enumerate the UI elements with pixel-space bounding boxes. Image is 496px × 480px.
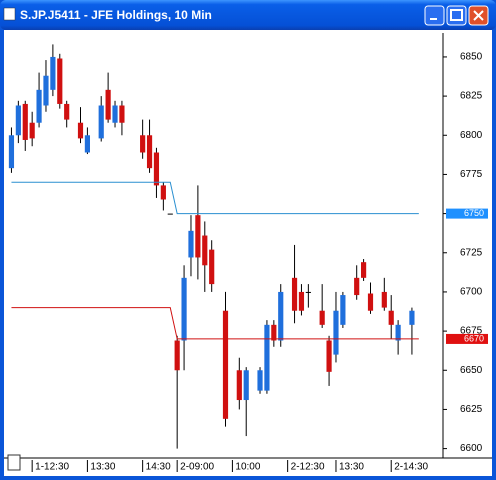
indicator-line <box>11 181 419 215</box>
candle-body <box>326 340 332 372</box>
price-tag-label: 6670 <box>464 333 484 343</box>
candle-body <box>8 135 15 169</box>
candle-body <box>278 291 284 341</box>
corner-box[interactable] <box>7 454 21 471</box>
candle-body <box>195 215 201 258</box>
y-tick-label: 6775 <box>460 169 483 180</box>
candle-body <box>112 105 118 123</box>
candle-body <box>160 185 166 200</box>
indicator-line <box>11 307 419 340</box>
y-tick-label: 6675 <box>460 326 483 337</box>
candle-body <box>388 310 394 325</box>
candle-body <box>84 135 90 153</box>
window-title: S.JP.J5411 - JFE Holdings, 10 Min <box>20 8 212 22</box>
candle-body <box>146 135 153 169</box>
candle-body <box>209 249 215 285</box>
candle-body <box>29 122 35 139</box>
price-tag <box>446 208 488 219</box>
candle-body <box>15 105 21 136</box>
candle-body <box>36 89 42 123</box>
candle-body <box>202 235 208 266</box>
y-tick-label: 6700 <box>460 287 483 298</box>
x-tick-label: 2-14:30 <box>394 462 428 473</box>
candle-body <box>236 370 242 401</box>
x-tick-label: 13:30 <box>90 462 115 473</box>
candle-body <box>153 152 160 186</box>
candle-body <box>167 213 173 215</box>
candle-body <box>333 310 339 355</box>
candle-body <box>305 291 311 293</box>
candle-body <box>319 310 325 325</box>
maximize-button[interactable] <box>446 5 467 26</box>
candle-body <box>257 370 263 391</box>
y-tick-label: 6600 <box>460 443 483 454</box>
candle-body <box>43 75 49 106</box>
x-tick-label: 10:00 <box>235 462 260 473</box>
x-tick-label: 1-12:30 <box>35 462 69 473</box>
candle-body <box>381 291 387 308</box>
candle-body <box>77 122 84 139</box>
candle-body <box>367 293 374 311</box>
candle-body <box>340 295 346 325</box>
x-tick-label: 2-09:00 <box>180 462 214 473</box>
candle-body <box>181 277 187 341</box>
candle-body <box>222 310 229 419</box>
y-tick-label: 6650 <box>460 365 483 376</box>
candle-body <box>188 230 194 258</box>
candle-body <box>298 291 305 311</box>
candle-body <box>22 103 28 140</box>
candle-body <box>395 324 401 341</box>
y-tick-label: 6800 <box>460 130 483 141</box>
candle-body <box>243 370 249 401</box>
candle-body <box>264 324 270 391</box>
close-button[interactable] <box>468 5 489 26</box>
candle-body <box>361 262 367 278</box>
price-tag <box>446 333 488 344</box>
price-tag-label: 6750 <box>464 208 484 218</box>
window-icon <box>3 7 16 21</box>
y-tick-label: 6825 <box>460 91 483 102</box>
candle-body <box>354 277 360 296</box>
candle-body <box>140 135 146 153</box>
y-tick-label: 6625 <box>460 404 483 415</box>
candle-body <box>57 58 63 104</box>
x-tick-label: 13:30 <box>339 462 364 473</box>
candle-body <box>105 89 111 120</box>
x-tick-label: 14:30 <box>146 462 171 473</box>
candle-body <box>98 105 104 139</box>
y-tick-label: 6850 <box>460 52 483 63</box>
candle-body <box>50 56 56 90</box>
minimize-button[interactable] <box>424 5 445 26</box>
candle-body <box>64 103 70 120</box>
candle-body <box>409 310 415 325</box>
title-bar <box>0 0 496 30</box>
x-tick-label: 2-12:30 <box>291 462 325 473</box>
chart-area <box>4 30 492 476</box>
candle-body <box>174 340 180 371</box>
candle-body <box>271 324 277 341</box>
y-tick-label: 6725 <box>460 247 483 258</box>
candle-body <box>119 105 125 123</box>
candle-body <box>291 277 298 311</box>
